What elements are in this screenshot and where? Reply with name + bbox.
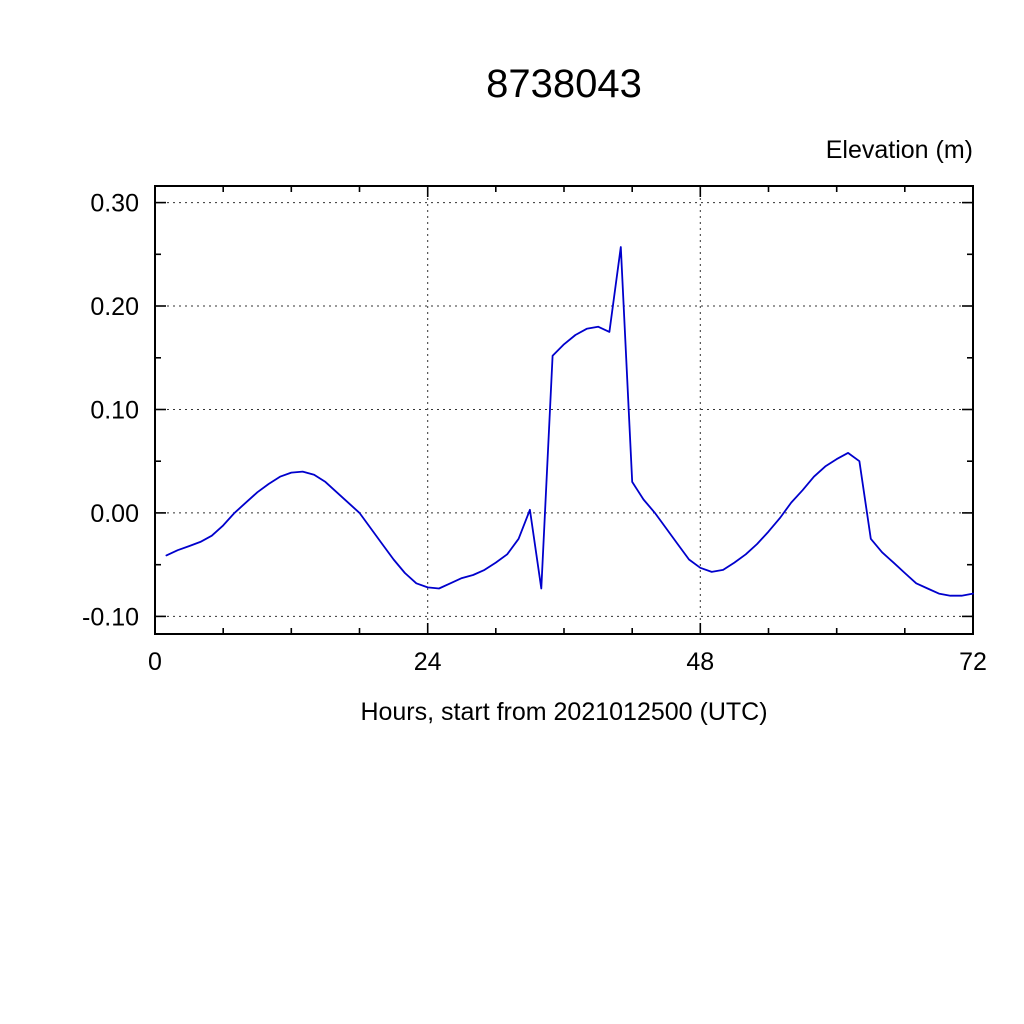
chart-title: 8738043 [486,62,642,106]
y-tick-label: 0.30 [90,190,139,218]
x-tick-label: 24 [414,648,442,676]
elevation-line [165,246,974,597]
x-axis-label: Hours, start from 2021012500 (UTC) [360,698,768,726]
y-axis-label: Elevation (m) [825,136,973,164]
x-tick-label: 48 [686,648,714,676]
y-tick-label: 0.10 [90,397,139,425]
y-tick-label: 0.00 [90,500,139,528]
y-tick-label: 0.20 [90,293,139,321]
x-tick-label: 0 [148,648,162,676]
y-tick-label: -0.10 [82,603,139,631]
x-tick-label: 72 [959,648,987,676]
